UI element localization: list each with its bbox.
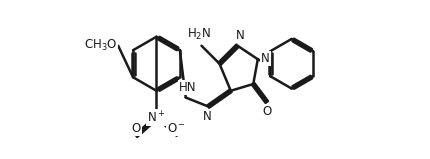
Text: O$^-$: O$^-$ <box>167 122 186 135</box>
Text: N$^+$: N$^+$ <box>147 110 166 125</box>
Text: CH$_3$O: CH$_3$O <box>84 38 117 53</box>
Text: N: N <box>235 29 244 42</box>
Text: N: N <box>261 52 270 65</box>
Text: N: N <box>203 110 212 123</box>
Text: O: O <box>262 105 271 118</box>
Text: O: O <box>132 122 141 135</box>
Text: H$_2$N: H$_2$N <box>187 27 211 42</box>
Text: HN: HN <box>179 81 197 94</box>
